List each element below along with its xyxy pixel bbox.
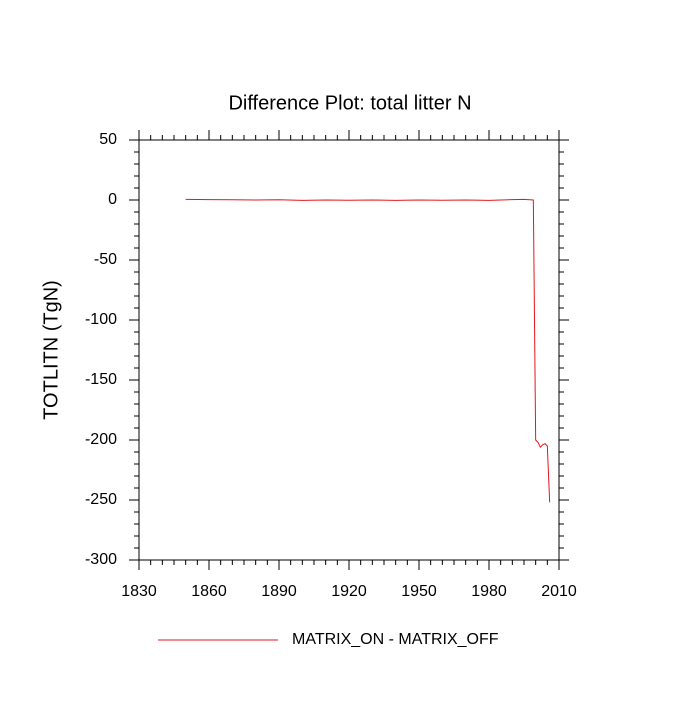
x-tick-label: 1980: [471, 583, 507, 600]
data-line: [185, 198, 551, 503]
y-axis-label: TOTLITN (TgN): [40, 280, 62, 420]
legend-label: MATRIX_ON - MATRIX_OFF: [292, 631, 499, 648]
y-tick-label: 0: [108, 191, 117, 208]
x-tick-label: 1920: [331, 583, 367, 600]
y-tick-label: -50: [94, 251, 117, 268]
plot-frame: [138, 139, 560, 561]
chart-title: Difference Plot: total litter N: [228, 92, 471, 114]
y-tick-label: -150: [85, 371, 117, 388]
y-tick-label: -200: [85, 431, 117, 448]
y-tick-label: -250: [85, 491, 117, 508]
x-tick-label: 1860: [191, 583, 227, 600]
x-tick-label: 1830: [121, 583, 157, 600]
x-tick-label: 1950: [401, 583, 437, 600]
y-tick-label: 50: [99, 131, 117, 148]
y-tick-label: -300: [85, 551, 117, 568]
x-tick-label: 1890: [261, 583, 297, 600]
x-tick-label: 2010: [541, 583, 577, 600]
y-tick-label: -100: [85, 311, 117, 328]
